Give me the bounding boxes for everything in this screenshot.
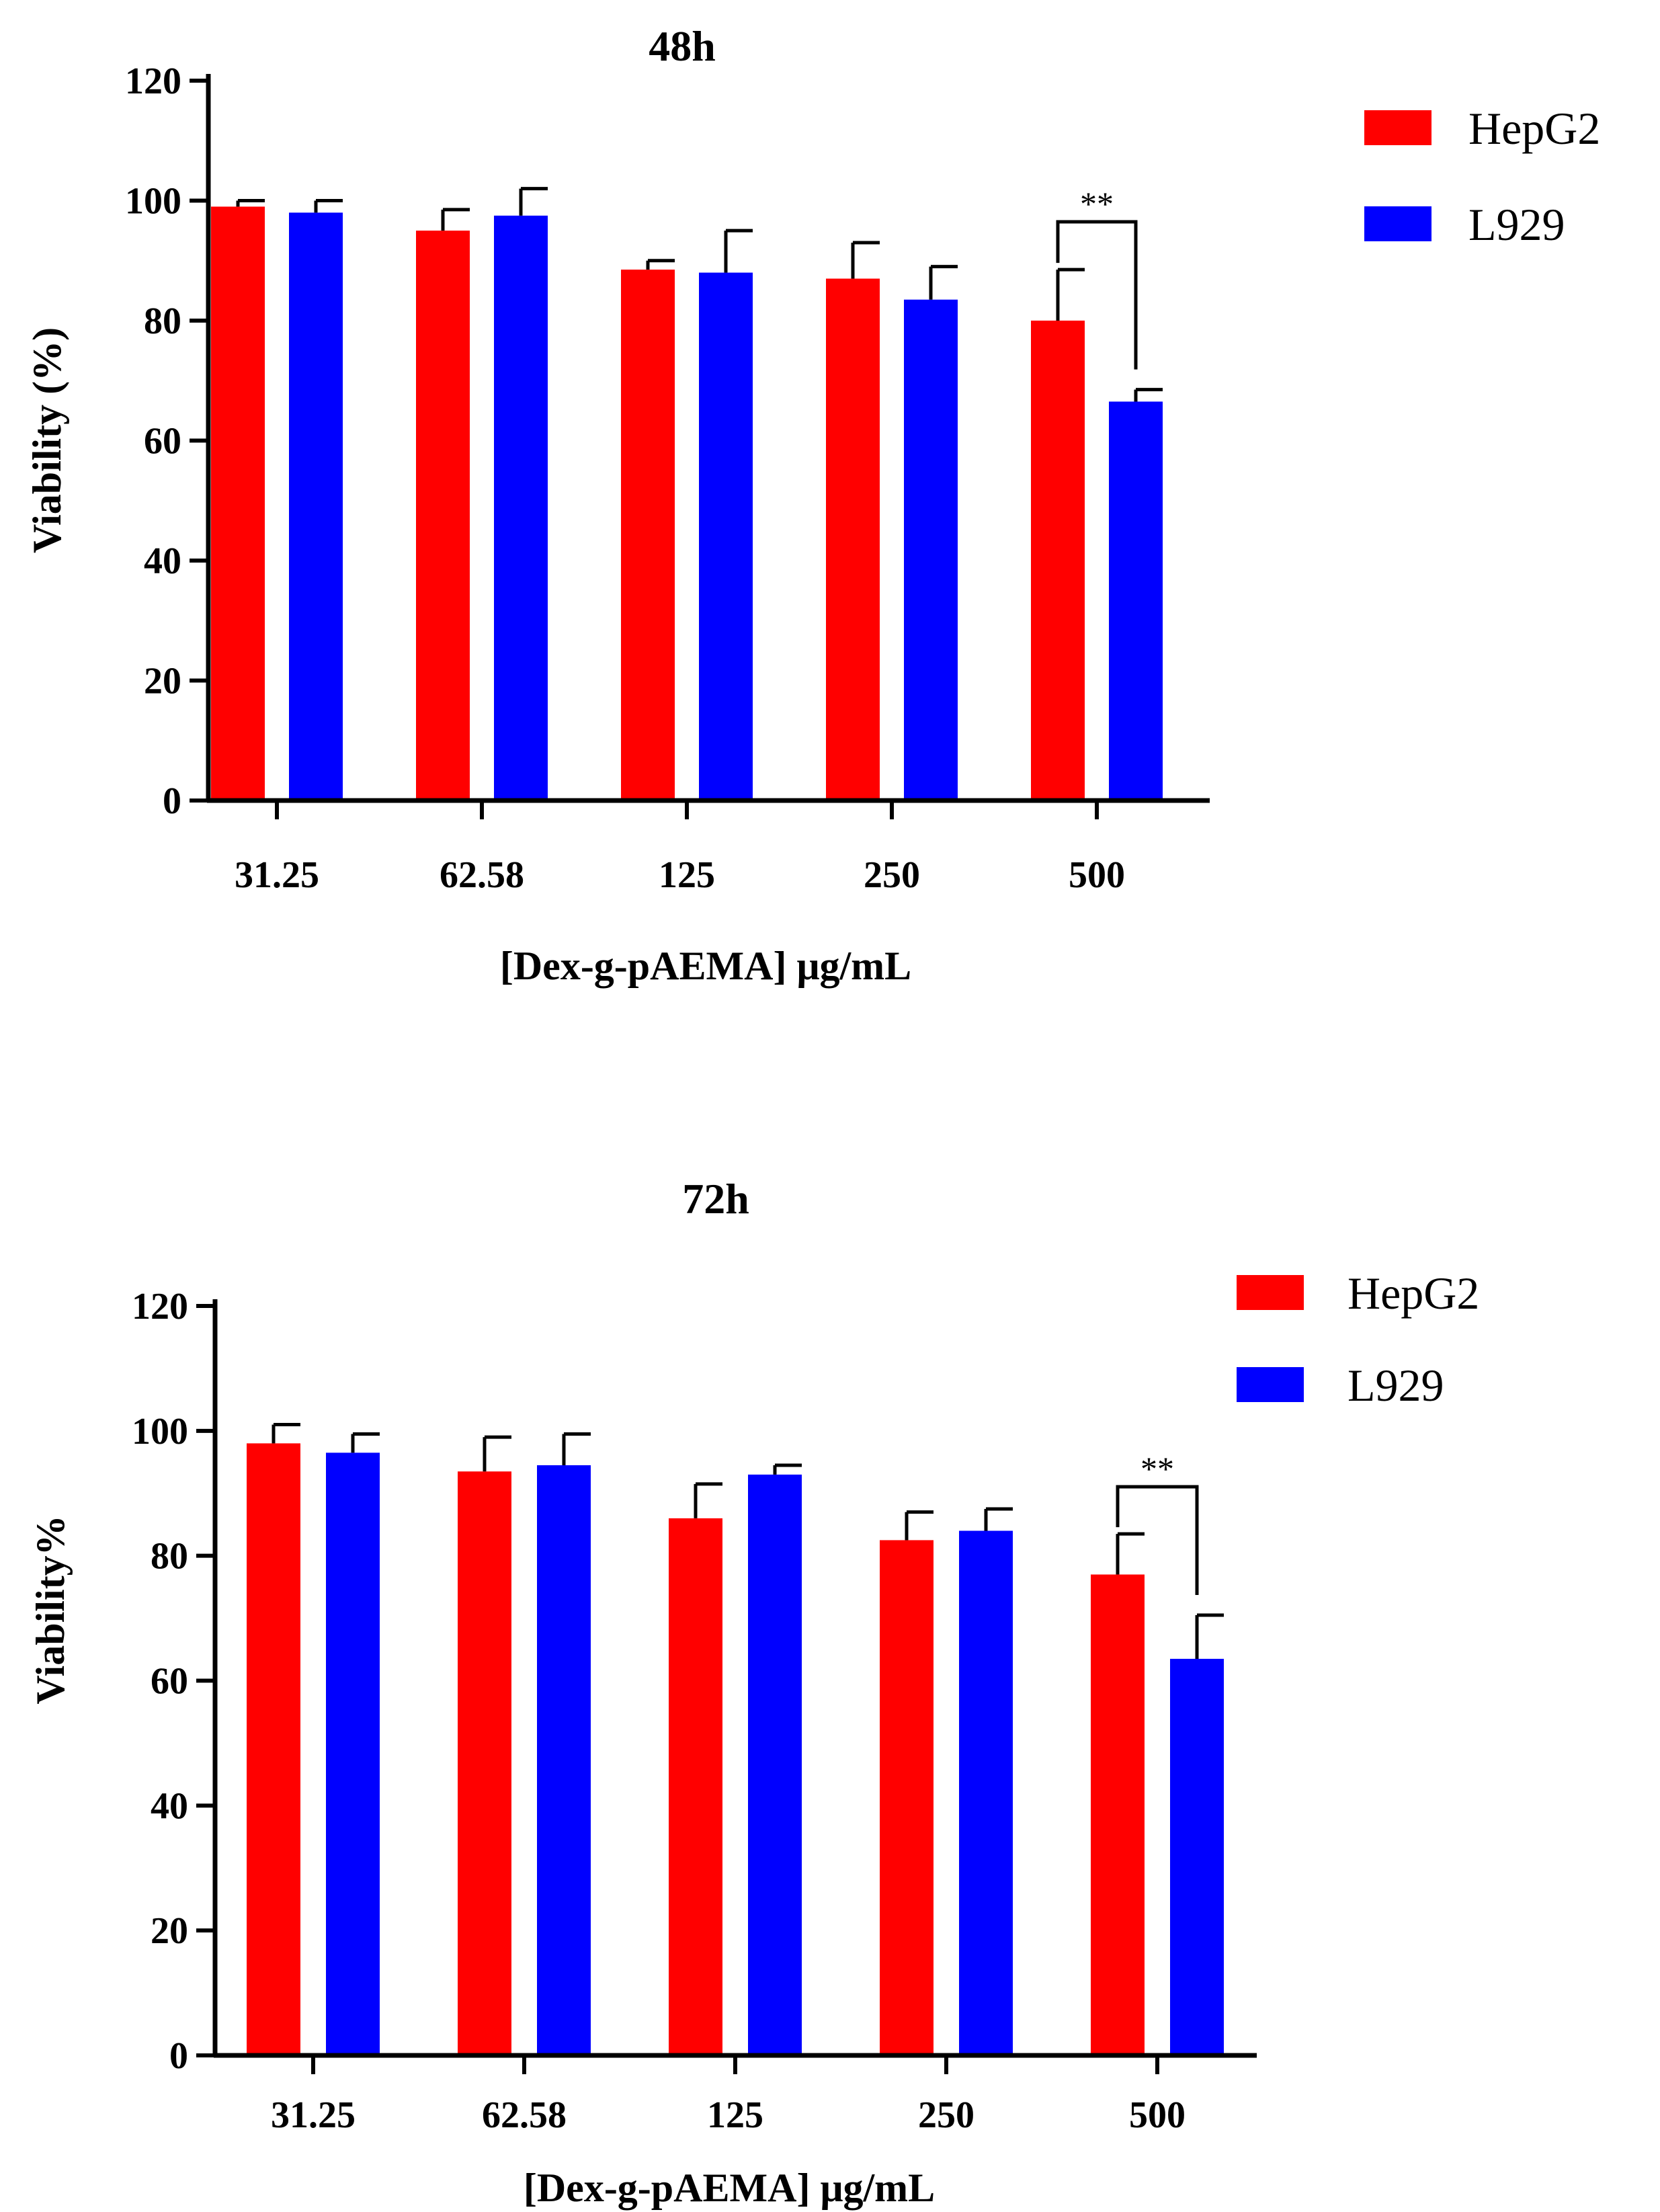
x-tick-label: 250 (918, 2094, 974, 2136)
legend-label-L929: L929 (1468, 199, 1565, 250)
y-tick-label: 80 (144, 300, 181, 342)
bar-HepG2-250 (880, 1540, 933, 2055)
chart-72h: 72h ** 0 20 40 60 80 100 120 31.25 62.58 125 250 500 [… (28, 1175, 1479, 2210)
bar-L929-31.25 (289, 212, 343, 801)
x-tick-label: 500 (1069, 854, 1125, 896)
y-tick-label: 80 (151, 1536, 188, 1578)
bar-HepG2-31.25 (211, 206, 265, 801)
y-tick-label: 40 (151, 1785, 188, 1827)
chart-48h: 48h ** 0 20 40 60 80 100 120 31.25 62.58 125 250 500 [… (25, 22, 1600, 988)
legend-swatch-HepG2 (1237, 1275, 1304, 1310)
y-tick-label: 20 (144, 661, 181, 702)
x-tick-label: 250 (864, 854, 920, 896)
y-tick-label: 60 (144, 421, 181, 462)
legend-label-HepG2: HepG2 (1468, 103, 1600, 154)
bar-HepG2-250 (826, 278, 880, 801)
x-tick-label: 31.25 (235, 854, 319, 896)
y-tick-label: 40 (144, 540, 181, 582)
y-axis-label: Viability% (28, 1515, 73, 1704)
bar-L929-62.58 (537, 1465, 591, 2055)
bar-L929-62.58 (494, 215, 548, 801)
y-tick-label: 100 (125, 181, 181, 222)
bar-L929-125 (699, 272, 753, 801)
bar-HepG2-125 (621, 270, 675, 801)
y-tick-label: 0 (163, 780, 181, 822)
bar-L929-125 (748, 1474, 802, 2055)
x-axis-label: [Dex-g-pAEMA] μg/mL (500, 944, 911, 988)
legend-swatch-HepG2 (1364, 110, 1431, 145)
legend-swatch-L929 (1364, 206, 1431, 241)
x-tick-label: 125 (659, 854, 715, 896)
x-tick-label: 31.25 (271, 2094, 356, 2136)
bar-L929-250 (904, 299, 958, 801)
y-tick-label: 100 (132, 1411, 188, 1452)
bar-L929-31.25 (326, 1452, 380, 2055)
x-axis-label: [Dex-g-pAEMA] μg/mL (524, 2166, 935, 2210)
bar-HepG2-62.58 (458, 1471, 511, 2055)
y-tick-label: 60 (151, 1661, 188, 1703)
significance-bracket (1056, 220, 1138, 370)
bar-HepG2-500 (1091, 1574, 1145, 2055)
bar-L929-500 (1170, 1658, 1224, 2055)
x-tick-label: 500 (1129, 2094, 1186, 2136)
bar-HepG2-125 (669, 1518, 722, 2055)
chart-title: 72h (682, 1175, 749, 1223)
legend-swatch-L929 (1237, 1367, 1304, 1402)
bar-HepG2-31.25 (247, 1443, 300, 2055)
y-axis-label: Viability (%) (25, 327, 69, 553)
bar-L929-250 (959, 1530, 1013, 2055)
chart-title: 48h (649, 22, 716, 70)
y-tick-label: 120 (125, 60, 181, 102)
y-tick-label: 20 (151, 1910, 188, 1952)
significance-label: ** (1140, 1450, 1174, 1487)
y-tick-label: 120 (132, 1286, 188, 1327)
legend-label-HepG2: HepG2 (1347, 1268, 1479, 1319)
bar-HepG2-500 (1031, 321, 1085, 801)
bar-HepG2-62.58 (416, 231, 470, 801)
y-tick-label: 0 (169, 2035, 188, 2077)
x-tick-label: 62.58 (440, 854, 524, 896)
x-tick-label: 62.58 (482, 2094, 567, 2136)
legend-label-L929: L929 (1347, 1360, 1444, 1411)
significance-bracket (1116, 1485, 1199, 1595)
bar-L929-500 (1109, 401, 1163, 801)
x-tick-label: 125 (707, 2094, 763, 2136)
significance-label: ** (1080, 185, 1114, 222)
